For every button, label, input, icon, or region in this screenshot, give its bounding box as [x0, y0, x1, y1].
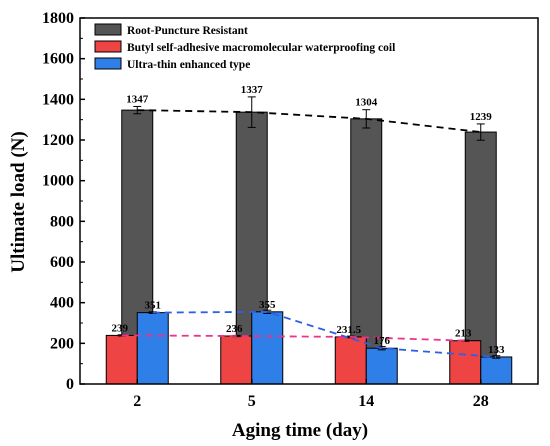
y-tick-label: 1800 — [42, 10, 74, 27]
x-tick-label: 5 — [248, 393, 256, 410]
legend-label: Ultra-thin enhanced type — [127, 59, 250, 71]
error-bars-group — [117, 96, 501, 359]
x-axis-title: Aging time (day) — [232, 420, 368, 441]
y-tick-label: 0 — [66, 376, 74, 393]
axes-group: 0 200 400 600 800 1000 1200 1400 1600 1800 2 5 14 28 — [42, 10, 539, 410]
legend-label: Butyl self-adhesive macromolecular water… — [127, 42, 395, 54]
data-label: 1337 — [241, 84, 264, 96]
bar — [334, 336, 367, 385]
bar — [449, 340, 482, 385]
bar — [105, 334, 138, 385]
bar — [480, 356, 513, 385]
legend-swatch — [94, 40, 122, 53]
y-tick-label: 1400 — [42, 91, 74, 108]
x-tick-label: 2 — [133, 393, 141, 410]
bar — [251, 311, 284, 385]
data-label: 1304 — [355, 97, 378, 109]
bar — [365, 347, 398, 385]
legend-swatch — [94, 23, 122, 36]
data-labels-group: 1347 1337 1304 1239 239 236 231.5 213 351 355 176 1… — [112, 84, 506, 356]
legend: Root-Puncture Resistant Butyl self-adhesi… — [94, 23, 395, 71]
data-label: 176 — [374, 335, 391, 347]
y-tick-label: 600 — [50, 254, 74, 271]
data-label: 355 — [259, 299, 276, 311]
trend-line — [137, 109, 481, 133]
data-label: 231.5 — [336, 324, 361, 336]
data-label: 213 — [455, 328, 472, 340]
y-tick-label: 1000 — [42, 173, 74, 190]
y-tick-label: 800 — [50, 213, 74, 230]
y-axis-title: Ultimate load (N) — [8, 131, 29, 272]
trend-line — [152, 310, 497, 358]
trend-lines-group — [121, 109, 497, 358]
x-tick-label: 28 — [473, 393, 489, 410]
y-tick-label: 200 — [50, 335, 74, 352]
bar — [220, 335, 253, 385]
y-tick-label: 400 — [50, 295, 74, 312]
data-label: 1239 — [470, 111, 493, 123]
data-label: 1347 — [126, 93, 149, 105]
legend-swatch — [94, 57, 122, 70]
y-tick-label: 1600 — [42, 51, 74, 68]
bars-group — [105, 109, 513, 385]
data-label: 351 — [145, 300, 162, 312]
x-tick-label: 14 — [358, 393, 374, 410]
y-tick-label: 1200 — [42, 132, 74, 149]
data-label: 239 — [112, 322, 129, 334]
trend-line — [121, 334, 466, 342]
legend-label: Root-Puncture Resistant — [127, 25, 248, 37]
bar — [136, 312, 169, 385]
data-label: 133 — [488, 344, 505, 356]
data-label: 236 — [226, 323, 243, 335]
